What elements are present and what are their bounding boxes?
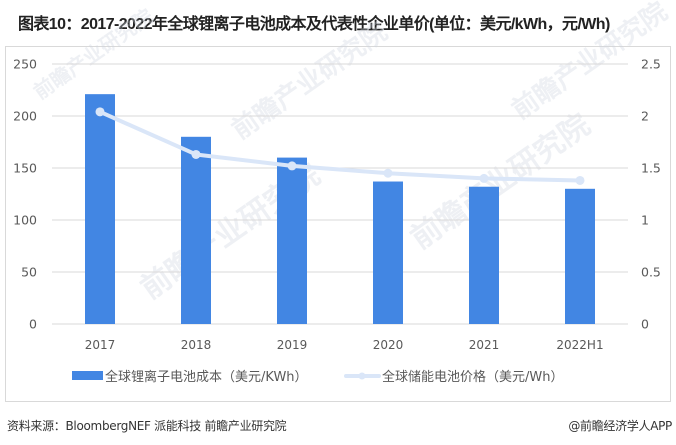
x-tick: 2017 <box>85 338 116 352</box>
bar-2018 <box>181 136 211 324</box>
line-point-2022H1 <box>575 175 585 185</box>
x-tick: 2018 <box>181 338 212 352</box>
line-point-2017 <box>95 107 105 117</box>
legend-bar-swatch <box>72 371 103 380</box>
y-right-tick: 2 <box>641 109 649 124</box>
y-left-tick: 200 <box>13 109 37 124</box>
bar-2017 <box>85 94 115 324</box>
source-note: 资料来源：BloombergNEF 派能科技 前瞻产业研究院 <box>7 419 287 433</box>
x-tick: 2019 <box>277 338 308 352</box>
line-series <box>95 107 585 185</box>
y-axis-left: 0 50 100 150 200 250 <box>13 57 37 332</box>
y-left-tick: 150 <box>13 161 37 176</box>
x-tick: 2022H1 <box>556 338 603 352</box>
y-axis-right: 0 0.5 1 1.5 2 2.5 <box>641 57 661 332</box>
watermark-text: 前瞻产业研究院 <box>29 4 157 104</box>
y-left-tick: 250 <box>13 57 37 72</box>
legend-line-marker <box>358 372 366 380</box>
bar-2021 <box>469 186 499 324</box>
x-tick: 2020 <box>373 338 404 352</box>
line-point-2019 <box>287 161 297 171</box>
legend-bar-label: 全球锂离子电池成本（美元/KWh） <box>105 369 308 385</box>
y-right-tick: 2.5 <box>641 57 661 72</box>
y-left-tick: 100 <box>13 213 37 228</box>
line-point-2018 <box>191 149 201 159</box>
bar-2022H1 <box>565 188 595 324</box>
chart-frame <box>5 46 671 402</box>
y-right-tick: 1 <box>641 213 649 228</box>
watermark-text: 前瞻产业研究院 <box>226 16 393 146</box>
credit-note: @前瞻经济学人APP <box>568 419 672 433</box>
line-point-2020 <box>383 168 393 178</box>
y-right-tick: 0.5 <box>641 265 661 280</box>
chart-title: 图表10：2017-2022年全球锂离子电池成本及代表性企业单价(单位：美元/k… <box>18 16 610 33</box>
line-point-2021 <box>479 173 489 183</box>
y-right-tick: 1.5 <box>641 161 661 176</box>
x-tick: 2021 <box>469 338 500 352</box>
bar-2019 <box>277 157 307 324</box>
legend: 全球锂离子电池成本（美元/KWh） 全球储能电池价格（美元/Wh） <box>72 369 563 385</box>
price-line <box>98 109 582 183</box>
legend-line-label: 全球储能电池价格（美元/Wh） <box>382 369 563 385</box>
y-right-tick: 0 <box>641 317 649 332</box>
y-left-tick: 0 <box>29 317 37 332</box>
bar-2020 <box>373 181 403 324</box>
bar-series <box>85 94 595 324</box>
y-left-tick: 50 <box>21 265 37 280</box>
x-axis: 2017 2018 2019 2020 2021 2022H1 <box>85 338 604 352</box>
